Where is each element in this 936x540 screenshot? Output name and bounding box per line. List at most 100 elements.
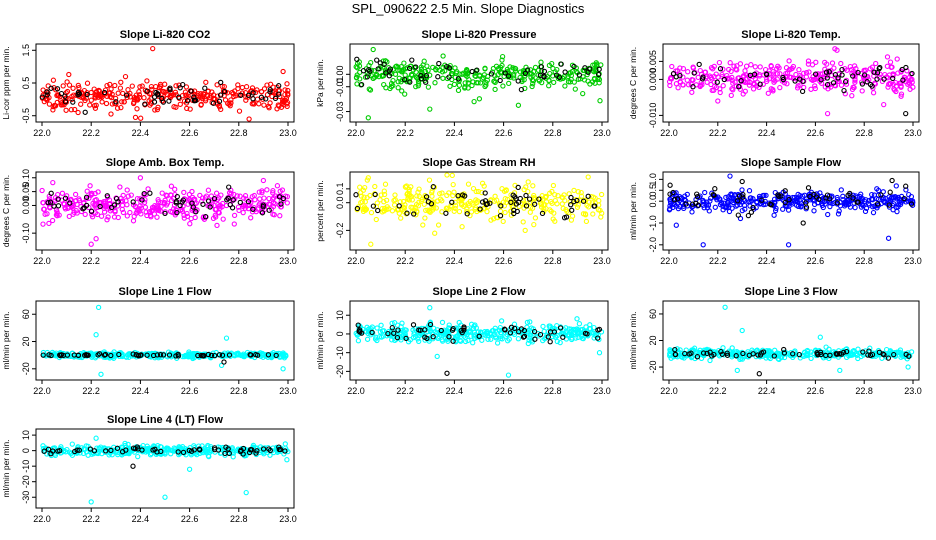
data-point — [889, 177, 895, 184]
data-point — [354, 56, 360, 62]
outlier-point — [596, 350, 603, 356]
outlier-point — [881, 101, 887, 108]
data-point — [183, 84, 190, 90]
outlier-point — [98, 371, 104, 377]
data-points — [667, 304, 915, 377]
data-point — [887, 189, 893, 195]
outlier-point — [817, 334, 823, 340]
data-point — [449, 172, 455, 179]
data-point — [267, 89, 273, 95]
y-axis-label: ml/min per min. — [1, 311, 11, 369]
chart-title: Slope Line 4 (LT) Flow — [107, 414, 223, 426]
x-tick-label: 22.4 — [446, 386, 464, 396]
data-point — [838, 187, 844, 193]
data-point — [113, 99, 119, 105]
x-tick-label: 22.2 — [709, 128, 727, 138]
data-point — [39, 187, 45, 194]
outlier-point — [824, 110, 831, 117]
chart-panel-3: Slope Li-820 Temp. degrees C per min. 22.0… — [628, 29, 922, 138]
outlier-point — [162, 494, 168, 500]
data-point — [210, 100, 217, 106]
data-point — [55, 203, 62, 209]
data-point — [239, 84, 246, 91]
data-point — [280, 97, 286, 103]
outlier-point — [444, 370, 450, 376]
data-point — [562, 69, 568, 75]
x-tick-label: 22.8 — [230, 386, 248, 396]
data-point — [873, 60, 879, 67]
data-point — [375, 207, 381, 214]
data-point — [684, 77, 690, 83]
y-axis-label: ml/min per min. — [315, 311, 325, 369]
chart-panel-8: Slope Line 2 Flow ml/min per min. 22.0 22.2… — [315, 286, 611, 396]
data-point — [252, 197, 258, 203]
data-point — [694, 191, 700, 197]
data-point — [217, 92, 224, 98]
data-point — [135, 453, 141, 460]
data-point — [184, 105, 190, 112]
data-point — [113, 101, 119, 107]
data-point — [138, 115, 144, 121]
data-point — [492, 86, 498, 93]
data-point — [258, 94, 265, 100]
data-point — [357, 184, 363, 190]
chart-title: Slope Li-820 Temp. — [741, 29, 840, 41]
data-point — [162, 81, 168, 87]
data-point — [399, 88, 405, 94]
data-point — [728, 92, 734, 99]
data-point — [887, 59, 894, 65]
x-tick-label: 22.4 — [758, 256, 776, 266]
outlier-point — [434, 353, 440, 360]
data-point — [852, 204, 858, 211]
x-axis: 22.0 22.2 22.4 22.6 22.8 23.0 — [33, 508, 297, 524]
data-point — [450, 181, 456, 188]
data-point — [267, 100, 273, 106]
data-point — [68, 107, 74, 113]
data-point — [580, 90, 586, 97]
data-point — [389, 208, 396, 214]
outlier-point — [88, 499, 94, 505]
x-tick-label: 22.6 — [181, 128, 199, 138]
data-point — [231, 212, 238, 219]
data-point — [205, 88, 211, 95]
data-point — [765, 90, 771, 96]
data-point — [276, 83, 282, 89]
outlier-point — [432, 230, 438, 236]
data-point — [200, 93, 206, 99]
data-point — [256, 101, 262, 107]
data-point — [547, 339, 553, 345]
y-tick-label: 0.1 — [335, 183, 345, 196]
data-point — [107, 81, 113, 88]
data-point — [117, 184, 123, 190]
data-point — [261, 195, 267, 201]
data-point — [101, 89, 108, 96]
data-point — [246, 116, 252, 122]
data-point — [829, 60, 836, 66]
data-point — [267, 87, 273, 93]
data-point — [64, 79, 70, 85]
data-point — [420, 222, 426, 228]
data-point — [69, 441, 75, 447]
x-tick-label: 22.8 — [855, 128, 873, 138]
data-point — [172, 186, 178, 192]
data-point — [712, 204, 718, 210]
data-point — [597, 98, 603, 104]
data-point — [494, 340, 501, 346]
y-tick-label: 0.10 — [21, 169, 31, 187]
outlier-point — [280, 366, 286, 372]
data-point — [497, 208, 504, 214]
data-point — [277, 213, 283, 219]
data-point — [838, 60, 844, 67]
x-tick-label: 22.2 — [82, 514, 100, 524]
data-point — [771, 212, 777, 218]
data-point — [180, 81, 186, 88]
outlier-point — [427, 305, 433, 311]
data-point — [87, 183, 93, 189]
data-point — [455, 87, 462, 94]
data-point — [432, 80, 438, 86]
data-point — [885, 84, 891, 90]
data-point — [205, 187, 212, 193]
outlier-point — [505, 372, 512, 378]
data-point — [167, 93, 173, 100]
